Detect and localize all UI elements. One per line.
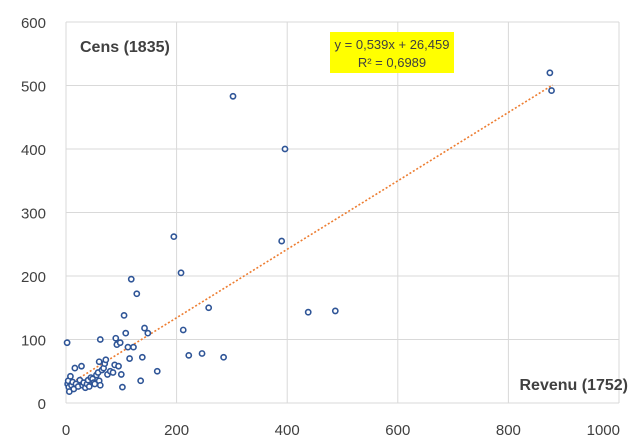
data-point	[96, 336, 104, 343]
x-tick-label: 800	[496, 422, 521, 439]
data-point	[281, 145, 289, 153]
data-point	[102, 356, 110, 364]
data-point	[78, 362, 85, 370]
trendline-equation: y = 0,539x + 26,459	[335, 37, 450, 52]
data-point	[116, 339, 124, 347]
tick-labels: 0 100 200 300 400 500 600 0 200 400 600 800 1000	[21, 15, 620, 439]
data-point	[205, 304, 213, 312]
data-point	[144, 329, 152, 337]
x-tick-label: 1000	[587, 422, 620, 439]
data-point	[185, 351, 193, 359]
data-point	[138, 353, 146, 361]
data-points	[63, 69, 555, 395]
data-point	[546, 69, 554, 77]
data-point	[71, 364, 79, 372]
data-point	[126, 355, 133, 362]
data-point	[304, 308, 312, 316]
data-point	[220, 353, 228, 361]
y-tick-label: 200	[21, 269, 46, 286]
trendline-equation-box: y = 0,539x + 26,459 R² = 0,6989	[330, 32, 454, 73]
data-point	[117, 371, 125, 378]
data-point	[124, 343, 132, 351]
data-point	[278, 237, 286, 245]
data-point	[179, 326, 187, 334]
data-point	[229, 92, 237, 100]
data-point	[331, 307, 339, 315]
data-point	[85, 383, 93, 390]
data-point	[63, 339, 71, 347]
trendline-group	[65, 84, 554, 387]
x-tick-label: 600	[385, 422, 410, 439]
y-tick-label: 100	[21, 333, 46, 350]
data-point	[137, 377, 145, 385]
trendline-r-squared: R² = 0,6989	[358, 55, 426, 70]
x-axis-title: Revenu (1752)	[520, 377, 629, 394]
data-point	[141, 324, 148, 332]
data-point	[115, 362, 122, 370]
data-point	[153, 367, 161, 375]
grid-lines	[65, 21, 620, 404]
trendline	[65, 84, 554, 387]
data-point	[96, 381, 104, 389]
data-point	[119, 383, 126, 391]
x-tick-label: 200	[164, 422, 189, 439]
y-tick-label: 600	[21, 15, 46, 32]
data-point	[109, 369, 117, 376]
data-point	[67, 372, 74, 380]
data-point	[170, 233, 178, 241]
data-point	[198, 350, 206, 357]
data-point	[130, 343, 137, 351]
data-point	[122, 329, 130, 337]
data-point	[120, 311, 128, 319]
equation-background	[330, 32, 454, 73]
data-point	[127, 275, 135, 283]
x-tick-label: 400	[275, 422, 300, 439]
y-tick-label: 300	[21, 206, 46, 223]
y-tick-label: 0	[38, 396, 46, 413]
data-point	[177, 269, 185, 277]
data-point	[112, 334, 120, 342]
x-tick-label: 0	[62, 422, 70, 439]
data-point	[133, 290, 141, 298]
y-tick-label: 500	[21, 79, 46, 96]
data-point	[95, 358, 103, 366]
y-axis-title: Cens (1835)	[80, 39, 170, 56]
data-point	[548, 87, 555, 94]
y-tick-label: 400	[21, 142, 46, 159]
